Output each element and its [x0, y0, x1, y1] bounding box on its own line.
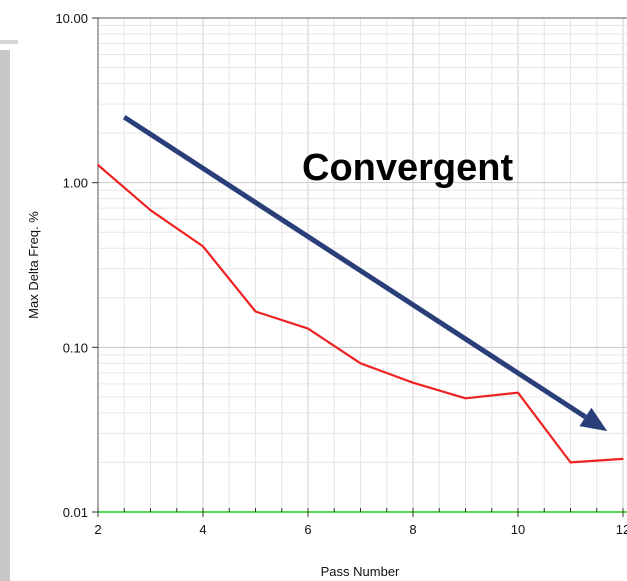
- y-tick-label: 10.00: [55, 11, 88, 26]
- arrow-head: [579, 407, 608, 432]
- series-layer: [97, 164, 624, 464]
- x-tick-label: 6: [304, 522, 311, 537]
- y-tick-label: 0.10: [63, 340, 88, 355]
- series-point: [412, 381, 414, 384]
- arrow-shaft: [122, 115, 587, 420]
- series-point: [517, 391, 519, 394]
- x-tick-label: 4: [199, 522, 206, 537]
- x-tick-labels: 2 4 6 8 10 12: [94, 522, 627, 537]
- x-tick-label: 8: [409, 522, 416, 537]
- x-tick-label: 12: [616, 522, 627, 537]
- grid: [97, 18, 627, 513]
- series-point: [97, 164, 99, 166]
- y-tick-label: 0.01: [63, 505, 88, 520]
- convergent-annotation: Convergent: [302, 147, 513, 189]
- plot-frame: [97, 17, 627, 513]
- top-edge-strip: [0, 40, 18, 44]
- series-point: [307, 327, 309, 330]
- series-point: [254, 310, 257, 313]
- x-axis-title: Pass Number: [321, 564, 400, 579]
- y-tick-labels: 0.01 0.10 1.00 10.00: [55, 11, 88, 520]
- annotation-layer: Convergent: [122, 115, 608, 432]
- series-point: [569, 461, 572, 464]
- side-edge-strip: [0, 50, 10, 581]
- ticks: [92, 17, 624, 517]
- series-point: [359, 362, 362, 365]
- x-tick-label: 2: [94, 522, 101, 537]
- y-tick-label: 1.00: [63, 176, 88, 191]
- series-point: [202, 245, 204, 248]
- y-axis-title: Max Delta Freq. %: [26, 211, 41, 319]
- series-point: [149, 209, 152, 212]
- x-tick-label: 10: [511, 522, 525, 537]
- series-point: [464, 397, 467, 400]
- series-point: [622, 458, 624, 460]
